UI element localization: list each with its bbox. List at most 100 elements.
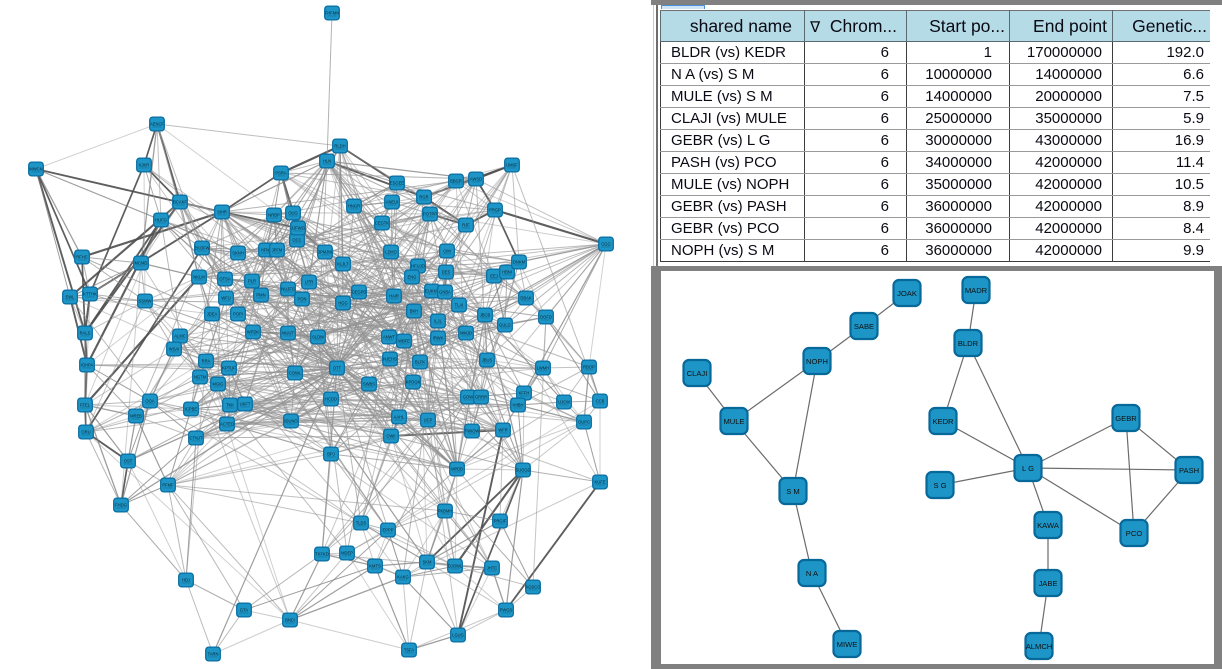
svg-text:RALS: RALS	[80, 330, 91, 335]
svg-text:JJFWG: JJFWG	[291, 225, 305, 230]
svg-text:CEGTK: CEGTK	[375, 220, 389, 225]
svg-text:ALMCH: ALMCH	[1026, 642, 1053, 651]
svg-text:PRGIF: PRGIF	[494, 518, 507, 523]
svg-text:KFFH: KFFH	[519, 390, 530, 395]
svg-text:EEJ: EEJ	[490, 273, 498, 278]
svg-text:CIM: CIM	[443, 248, 451, 253]
svg-text:ALMC: ALMC	[174, 333, 185, 338]
svg-text:AGSCG: AGSCG	[526, 584, 541, 589]
svg-text:L G: L G	[1022, 464, 1034, 473]
svg-text:OUPC: OUPC	[578, 419, 590, 424]
svg-text:TKK: TKK	[226, 402, 234, 407]
svg-text:CLAJI: CLAJI	[687, 369, 708, 378]
svg-text:KJKR: KJKR	[139, 162, 150, 167]
svg-text:WBFE: WBFE	[398, 338, 410, 343]
svg-text:FFEL: FFEL	[80, 402, 91, 407]
svg-text:HFNL: HFNL	[261, 247, 272, 252]
svg-text:WFR: WFR	[498, 427, 507, 432]
svg-text:EWL: EWL	[66, 294, 76, 299]
svg-text:SIHR: SIHR	[217, 209, 227, 214]
svg-text:DES: DES	[442, 269, 451, 274]
svg-text:RLDH: RLDH	[334, 143, 345, 148]
svg-text:PON: PON	[298, 296, 307, 301]
svg-text:CTNJT: CTNJT	[190, 435, 203, 440]
svg-text:HDJ: HDJ	[182, 577, 190, 582]
svg-text:HBNI: HBNI	[502, 269, 512, 274]
svg-text:ORU: ORU	[81, 429, 90, 434]
svg-text:MGIG: MGIG	[213, 381, 224, 386]
svg-text:OCC: OCC	[292, 237, 301, 242]
svg-text:BPJ: BPJ	[327, 451, 335, 456]
svg-text:LWMH: LWMH	[537, 365, 549, 370]
svg-text:JDEA: JDEA	[207, 311, 218, 316]
svg-text:HIIBH: HIIBH	[513, 402, 524, 407]
svg-text:SKM: SKM	[423, 559, 432, 564]
svg-text:ILJL: ILJL	[434, 318, 442, 323]
svg-text:KTTHK: KTTHK	[83, 291, 97, 296]
svg-text:RGR: RGR	[419, 194, 428, 199]
svg-text:KMTS: KMTS	[369, 563, 381, 568]
svg-text:UCP: UCP	[424, 417, 433, 422]
svg-text:SWBS: SWBS	[363, 381, 375, 386]
svg-text:JBUS: JBUS	[482, 357, 493, 362]
svg-text:ENG: ENG	[408, 274, 417, 279]
svg-text:TWIOW: TWIOW	[465, 428, 480, 433]
svg-text:PLR: PLR	[248, 278, 256, 283]
svg-text:OOA: OOA	[145, 398, 154, 403]
svg-text:ICPBE: ICPBE	[185, 406, 198, 411]
svg-text:OUG: OUG	[288, 210, 297, 215]
svg-text:AENCF: AENCF	[150, 121, 164, 126]
svg-text:SKNH: SKNH	[232, 250, 243, 255]
svg-text:BLFK: BLFK	[415, 359, 426, 364]
svg-text:NKLM: NKLM	[193, 274, 205, 279]
svg-text:GTA: GTA	[240, 607, 248, 612]
svg-text:N A: N A	[806, 569, 819, 578]
svg-text:GEBR: GEBR	[1115, 414, 1137, 423]
svg-text:IOHPA: IOHPA	[81, 362, 94, 367]
svg-text:BKH: BKH	[410, 308, 418, 313]
svg-text:MCMD: MCMD	[135, 260, 148, 265]
svg-text:RFHC: RFHC	[76, 254, 87, 259]
svg-text:KAKG: KAKG	[397, 574, 408, 579]
svg-text:HGG: HGG	[338, 300, 347, 305]
svg-text:UJCW: UJCW	[558, 399, 570, 404]
svg-text:HCDD: HCDD	[325, 396, 337, 401]
svg-text:HUFG: HUFG	[155, 217, 167, 222]
svg-text:ANWT: ANWT	[383, 334, 396, 339]
svg-text:COWL: COWL	[289, 370, 302, 375]
svg-text:CWII: CWII	[386, 433, 395, 438]
svg-text:S G: S G	[933, 481, 946, 490]
svg-text:UKFT: UKFT	[240, 401, 251, 406]
svg-text:DBAK: DBAK	[520, 295, 531, 300]
svg-text:GULG: GULG	[499, 322, 511, 327]
svg-text:RRA: RRA	[202, 358, 211, 363]
svg-text:IDUNO: IDUNO	[284, 418, 297, 423]
svg-text:POTPP: POTPP	[423, 211, 437, 216]
svg-text:MIWE: MIWE	[837, 640, 858, 649]
svg-text:BNCI: BNCI	[285, 617, 295, 622]
svg-text:BBGR: BBGR	[450, 178, 462, 183]
svg-text:JABE: JABE	[1039, 579, 1058, 588]
svg-text:MDEP: MDEP	[341, 550, 353, 555]
svg-text:POPI: POPI	[233, 311, 243, 316]
svg-text:MMJD: MMJD	[460, 330, 472, 335]
svg-text:EKOFW: EKOFW	[194, 245, 209, 250]
svg-text:MPDB: MPDB	[451, 466, 463, 471]
svg-text:TLDS: TLDS	[356, 520, 367, 525]
svg-text:PWGS: PWGS	[500, 607, 513, 612]
svg-text:EUKKF: EUKKF	[425, 288, 439, 293]
svg-text:ANEUI: ANEUI	[386, 199, 399, 204]
svg-text:GNBA: GNBA	[439, 289, 451, 294]
svg-text:PRGP: PRGP	[489, 207, 501, 212]
svg-text:S M: S M	[786, 487, 800, 496]
svg-text:KUFE: KUFE	[595, 479, 606, 484]
svg-text:NJEHS: NJEHS	[383, 356, 397, 361]
svg-text:PASH: PASH	[1179, 466, 1199, 475]
svg-text:GEGPD: GEGPD	[352, 289, 367, 294]
svg-text:OTT: OTT	[333, 365, 342, 370]
svg-text:SUOGD: SUOGD	[515, 467, 530, 472]
svg-text:UTR: UTR	[305, 279, 313, 284]
svg-text:MULE: MULE	[723, 417, 744, 426]
svg-text:TARN: TARN	[208, 651, 219, 656]
svg-text:PKBMH: PKBMH	[438, 508, 453, 513]
